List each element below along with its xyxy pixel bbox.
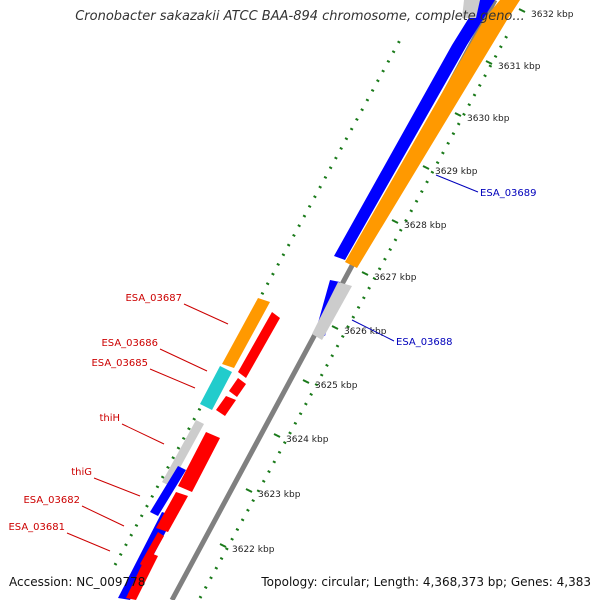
scale-tick	[219, 543, 227, 548]
scale-label: 3632 kbp	[531, 10, 574, 20]
scale-label: 3622 kbp	[232, 545, 275, 555]
scale-label: 3624 kbp	[286, 435, 329, 445]
gene-label-leader	[149, 368, 196, 389]
gray-feature-upper[interactable]	[462, 0, 480, 18]
scale-tick	[485, 60, 493, 65]
gray-feature[interactable]	[312, 282, 352, 340]
forward-cds-5[interactable]	[156, 492, 188, 532]
gene-label[interactable]: ESA_03688	[396, 337, 453, 348]
map-title: Cronobacter sakazakii ATCC BAA-894 chrom…	[75, 9, 525, 24]
scale-label: 3623 kbp	[258, 490, 301, 500]
gene-label-leader	[93, 477, 141, 497]
gene-label-leader	[81, 505, 125, 527]
gene-label[interactable]: ESA_03681	[8, 522, 65, 533]
gene-label[interactable]: thiH	[99, 413, 120, 424]
gene-label-leader	[183, 303, 229, 325]
gene-label-leader	[66, 532, 111, 552]
orange-feature[interactable]	[222, 298, 270, 368]
gene-label[interactable]: ESA_03685	[91, 358, 148, 369]
gene-label-leader	[351, 319, 395, 342]
scale-tick	[331, 325, 339, 330]
forward-cds-1[interactable]	[238, 312, 280, 378]
tick-track-right	[198, 29, 512, 599]
forward-cds-4[interactable]	[178, 432, 220, 492]
orange-feature-long[interactable]	[345, 0, 520, 268]
scale-label: 3625 kbp	[315, 381, 358, 391]
scale-tick	[361, 271, 369, 276]
scale-label: 3628 kbp	[404, 221, 447, 231]
accession-text: Accession: NC_009778	[9, 575, 146, 589]
scale-tick	[422, 165, 430, 170]
scale-label: 3627 kbp	[374, 273, 417, 283]
scale-label: 3629 kbp	[435, 167, 478, 177]
scale-tick	[245, 488, 253, 493]
scale-label: 3631 kbp	[498, 62, 541, 72]
gene-label[interactable]: thiG	[71, 467, 92, 478]
gene-label[interactable]: ESA_03686	[101, 338, 158, 349]
cyan-feature[interactable]	[200, 366, 232, 410]
forward-cds-3[interactable]	[216, 396, 236, 416]
gene-label[interactable]: ESA_03682	[23, 495, 80, 506]
reverse-cds-long[interactable]	[334, 0, 495, 260]
forward-cds-7[interactable]	[126, 552, 158, 600]
gray-feature-2[interactable]	[162, 420, 204, 486]
gene-label-leader	[121, 423, 165, 445]
scale-label: 3626 kbp	[344, 327, 387, 337]
gene-label[interactable]: ESA_03689	[480, 188, 537, 199]
gene-label-leader	[435, 174, 479, 193]
scale-tick	[273, 433, 281, 438]
scale-label: 3630 kbp	[467, 114, 510, 124]
gene-label[interactable]: ESA_03687	[125, 293, 182, 304]
scale-tick	[454, 112, 462, 117]
forward-cds-2[interactable]	[229, 378, 246, 397]
gene-label-leader	[159, 348, 208, 372]
scale-tick	[391, 219, 399, 224]
scale-tick	[302, 379, 310, 384]
reverse-cds-3[interactable]	[150, 466, 186, 516]
summary-text: Topology: circular; Length: 4,368,373 bp…	[261, 575, 591, 589]
scale-tick	[518, 8, 526, 13]
